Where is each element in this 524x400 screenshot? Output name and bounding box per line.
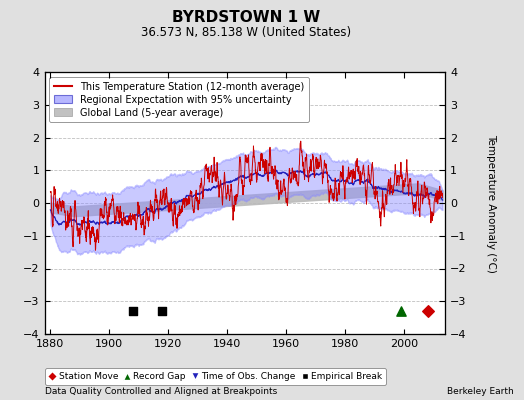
Text: Data Quality Controlled and Aligned at Breakpoints: Data Quality Controlled and Aligned at B… xyxy=(45,387,277,396)
Point xyxy=(158,308,167,314)
Y-axis label: Temperature Anomaly (°C): Temperature Anomaly (°C) xyxy=(486,134,496,272)
Text: Berkeley Earth: Berkeley Earth xyxy=(447,387,514,396)
Text: 36.573 N, 85.138 W (United States): 36.573 N, 85.138 W (United States) xyxy=(141,26,352,39)
Point xyxy=(423,308,432,314)
Text: BYRDSTOWN 1 W: BYRDSTOWN 1 W xyxy=(172,10,320,25)
Legend: Station Move, Record Gap, Time of Obs. Change, Empirical Break: Station Move, Record Gap, Time of Obs. C… xyxy=(45,368,386,384)
Point xyxy=(397,308,406,314)
Point xyxy=(129,308,137,314)
